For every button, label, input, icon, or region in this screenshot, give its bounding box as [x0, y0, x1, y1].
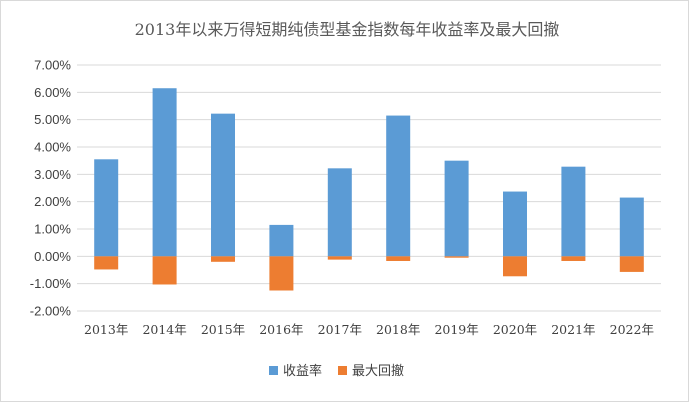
bar-drawdown	[269, 256, 294, 291]
x-tick-label: 2015年	[201, 322, 245, 337]
x-tick-label: 2019年	[434, 322, 478, 337]
bar-return	[211, 113, 235, 257]
x-tick-label: 2014年	[142, 322, 186, 337]
bar-drawdown	[503, 256, 527, 277]
y-tick-label: 7.00%	[34, 58, 71, 73]
bar-return	[94, 159, 119, 257]
bar-drawdown	[386, 256, 411, 261]
y-tick-label: -1.00%	[30, 276, 72, 291]
y-axis-ticks: 7.00% 6.00% 5.00% 4.00% 3.00% 2.00% 1.00% 0.00%…	[30, 58, 72, 319]
chart-title: 2013年以来万得短期纯债型基金指数每年收益率及最大回撤	[135, 20, 560, 39]
x-tick-label: 2022年	[610, 322, 654, 337]
bar-return	[619, 197, 644, 257]
y-tick-label: -2.00%	[30, 304, 72, 319]
x-tick-label: 2016年	[259, 322, 303, 337]
y-tick-label: 4.00%	[34, 140, 71, 155]
y-tick-label: 3.00%	[34, 167, 71, 182]
bar-return	[444, 160, 469, 257]
y-tick-label: 5.00%	[34, 112, 71, 127]
bar-return	[269, 224, 294, 257]
legend-swatch	[269, 366, 278, 375]
bar-return	[561, 166, 586, 257]
bar-return	[386, 115, 411, 257]
x-tick-label: 2013年	[84, 322, 128, 337]
legend: 收益率 最大回撤	[269, 363, 404, 379]
x-axis-ticks: 2013年 2014年 2015年 2016年 2017年 2018年 2019年 2020年…	[84, 322, 654, 337]
bar-drawdown	[152, 256, 177, 285]
bar-drawdown	[444, 256, 469, 258]
y-tick-label: 0.00%	[34, 249, 71, 264]
y-tick-label: 1.00%	[34, 222, 71, 237]
x-tick-label: 2020年	[493, 322, 537, 337]
bar-drawdown	[327, 256, 352, 260]
y-tick-label: 2.00%	[34, 194, 71, 209]
legend-label: 最大回撤	[352, 363, 404, 379]
bar-drawdown	[619, 256, 644, 272]
bar-return	[503, 191, 527, 257]
legend-label: 收益率	[283, 363, 322, 379]
bar-return	[327, 168, 352, 257]
x-tick-label: 2017年	[318, 322, 362, 337]
bar-drawdown	[211, 256, 235, 262]
legend-swatch	[338, 366, 347, 375]
x-tick-label: 2021年	[551, 322, 595, 337]
y-tick-label: 6.00%	[34, 85, 71, 100]
x-tick-label: 2018年	[376, 322, 420, 337]
bar-drawdown	[94, 256, 119, 270]
bar-drawdown	[561, 256, 586, 261]
bar-return	[152, 88, 177, 257]
bars	[94, 88, 644, 291]
